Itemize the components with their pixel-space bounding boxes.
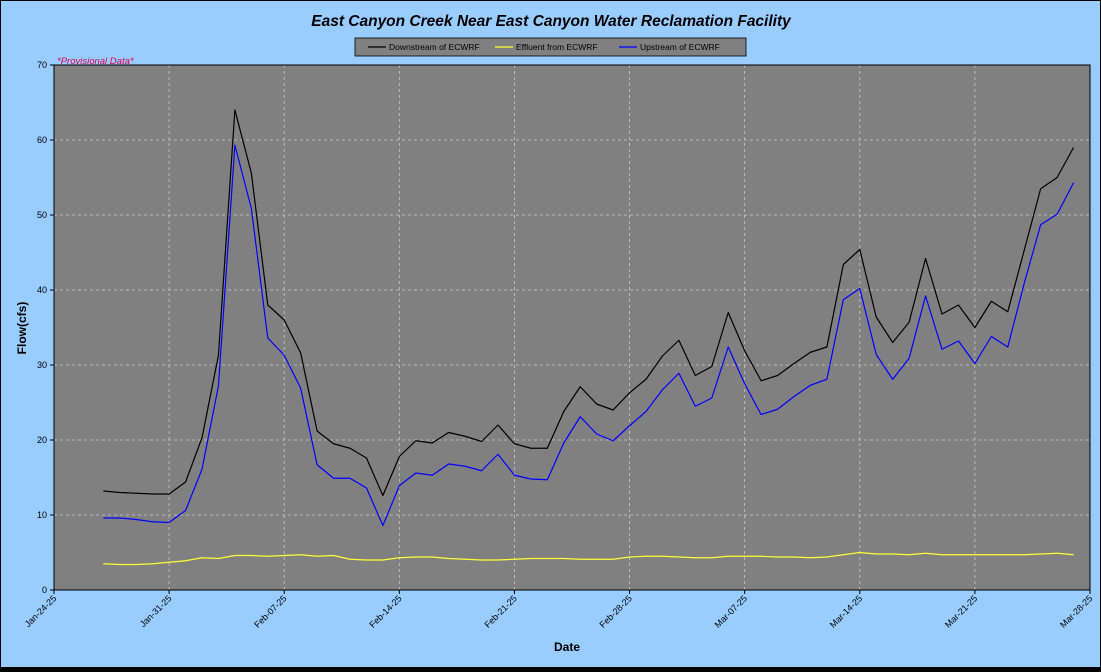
series-lines xyxy=(103,109,1075,566)
legend-label: Downstream of ECWRF xyxy=(389,42,480,52)
legend-label: Effluent from ECWRF xyxy=(516,42,598,52)
legend: Downstream of ECWRF Effluent from ECWRF Up… xyxy=(354,37,747,57)
y-tick-label: 60 xyxy=(37,135,47,145)
y-axis: 0 10 20 30 40 50 60 70 xyxy=(37,60,54,595)
plot-border xyxy=(53,64,1091,591)
series-line-effluent-from-ecwrf xyxy=(103,551,1074,566)
grid-lines xyxy=(54,65,1090,590)
series-line-upstream-of-ecwrf xyxy=(103,144,1075,527)
legend-label: Upstream of ECWRF xyxy=(640,42,720,52)
plot-area xyxy=(54,65,1090,590)
y-tick-label: 70 xyxy=(37,60,47,70)
y-tick-label: 30 xyxy=(37,360,47,370)
y-tick-label: 40 xyxy=(37,285,47,295)
series-line-downstream-of-ecwrf xyxy=(103,109,1075,497)
provisional-note: *Provisional Data* xyxy=(57,56,134,67)
y-axis-label: Flow(cfs) xyxy=(15,302,29,355)
y-tick-label: 0 xyxy=(42,585,47,595)
x-axis-label: Date xyxy=(554,640,580,654)
chart-title: East Canyon Creek Near East Canyon Water… xyxy=(311,13,792,30)
y-tick-label: 50 xyxy=(37,210,47,220)
y-tick-label: 10 xyxy=(37,510,47,520)
y-tick-label: 20 xyxy=(37,435,47,445)
legend-box xyxy=(354,37,747,57)
